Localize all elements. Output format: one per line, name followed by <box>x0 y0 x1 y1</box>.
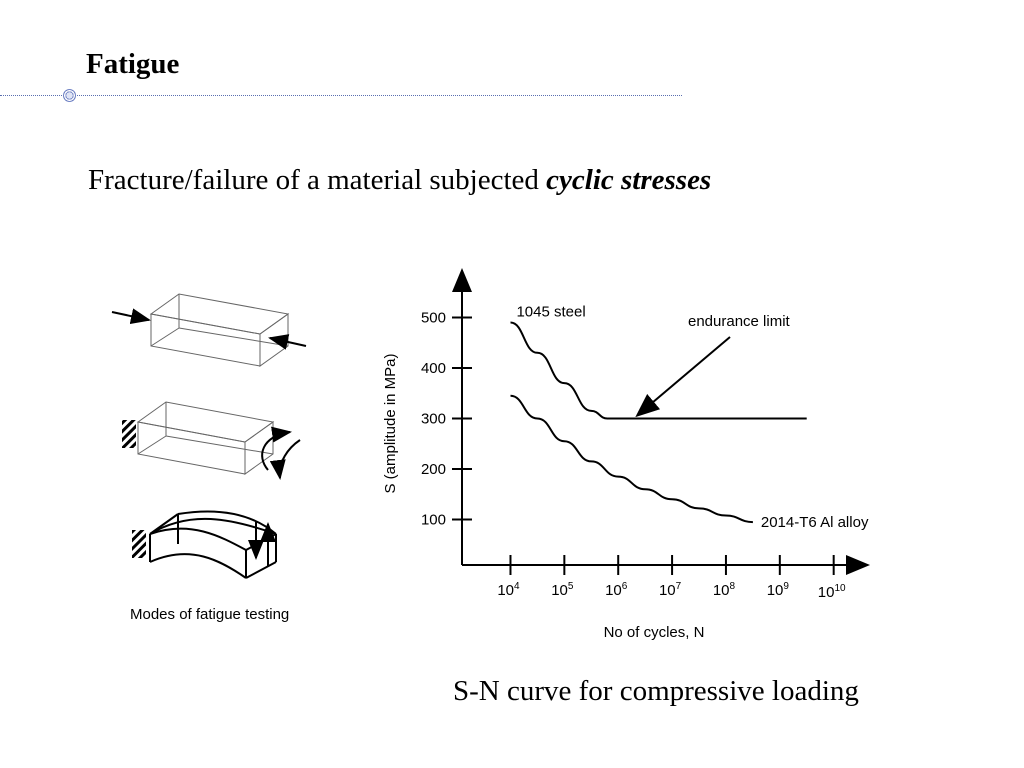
chart-series <box>510 321 807 524</box>
modes-caption: Modes of fatigue testing <box>130 606 290 623</box>
x-tick-label-6: 106 <box>605 581 628 599</box>
series-line-1 <box>510 394 753 524</box>
fixed-support-hatch-3 <box>132 530 146 558</box>
x-axis-label: No of cycles, N <box>604 624 705 641</box>
fixed-support-hatch-2 <box>122 420 136 448</box>
series-line-0 <box>510 321 807 420</box>
x-tick-label-10: 1010 <box>818 583 846 601</box>
x-tick-label-5: 105 <box>551 581 574 599</box>
y-tick-label-500: 500 <box>421 309 446 326</box>
slide-title: Fatigue <box>86 48 180 80</box>
x-tick-label-7: 107 <box>659 581 682 599</box>
x-tick-label-9: 109 <box>767 581 790 599</box>
x-tick-label-8: 108 <box>713 581 736 599</box>
y-axis-label: S (amplitude in MPa) <box>382 353 399 493</box>
compression-arrow-left <box>111 308 151 325</box>
chart-ticks <box>452 316 835 575</box>
subtitle-emphasis: cyclic stresses <box>546 164 712 196</box>
torsion-arrow-upper <box>261 426 292 471</box>
series-label-1: 2014-T6 Al alloy <box>761 514 869 531</box>
chart-caption: S-N curve for compressive loading <box>453 675 859 707</box>
title-rule-bullet-icon <box>63 89 76 102</box>
chart-labels: 100 200 300 400 500 104 105 106 107 108 109 1010 No … <box>382 304 869 641</box>
y-tick-label-300: 300 <box>421 411 446 428</box>
slide-subtitle: Fracture/failure of a material subjected… <box>88 164 711 197</box>
x-tick-label-4: 104 <box>497 581 520 599</box>
series-label-0: 1045 steel <box>516 304 585 321</box>
y-tick-label-200: 200 <box>421 461 446 478</box>
subtitle-text: Fracture/failure of a material subjected <box>88 164 547 196</box>
y-tick-label-400: 400 <box>421 360 446 377</box>
title-rule <box>0 95 682 96</box>
torsion-specimen <box>136 401 275 475</box>
torsion-arrow-lower <box>269 439 301 480</box>
annotation-label: endurance limit <box>688 313 791 330</box>
annotation-arrow <box>635 336 731 418</box>
y-tick-label-100: 100 <box>421 512 446 529</box>
compression-arrow-right <box>268 334 307 350</box>
